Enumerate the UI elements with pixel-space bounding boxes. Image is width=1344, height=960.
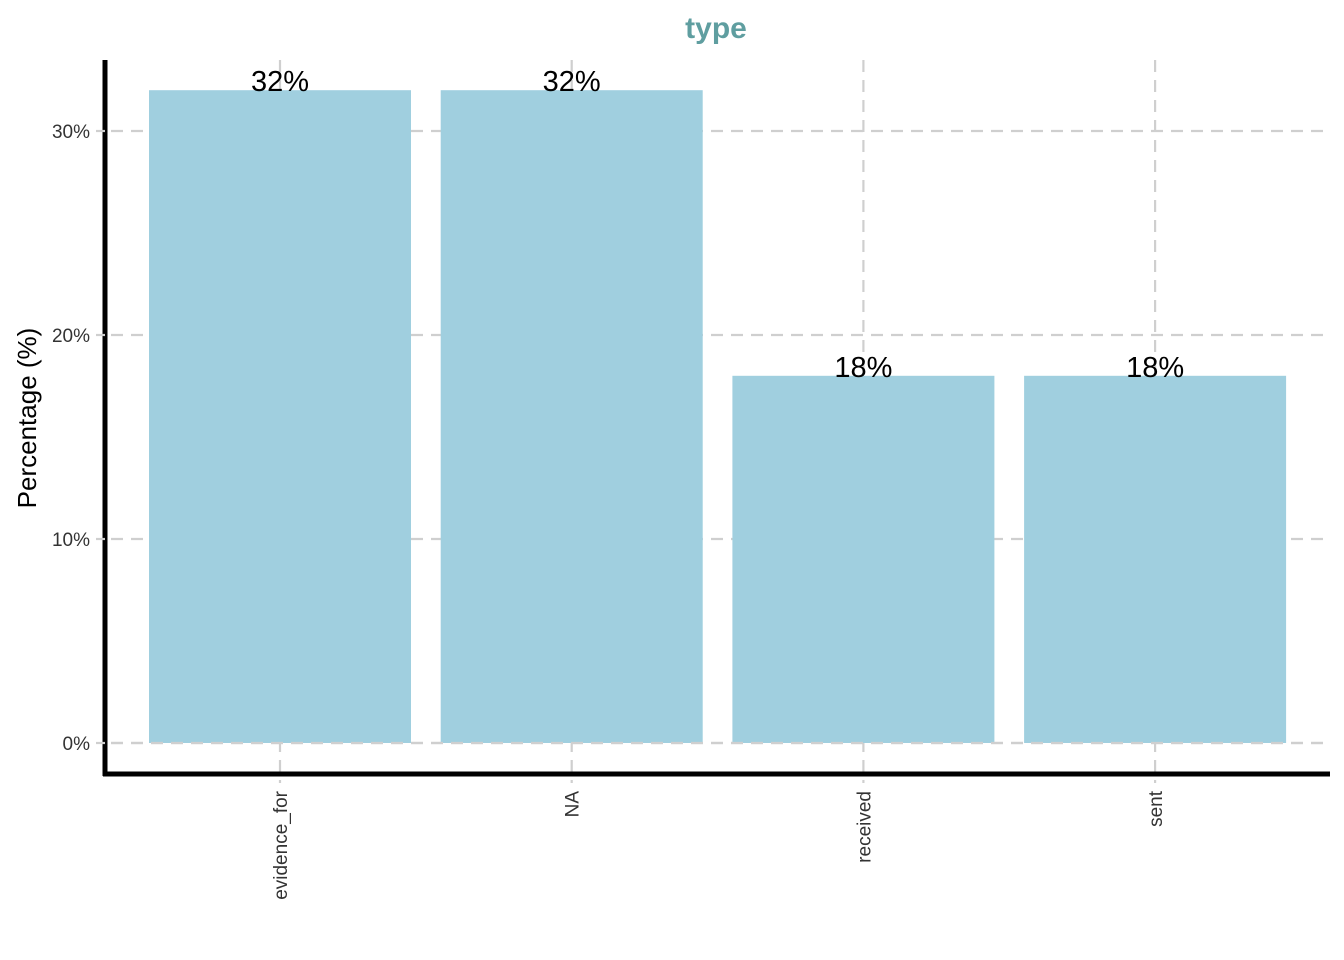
- data-label: 32%: [543, 66, 601, 98]
- bars: [111, 90, 1330, 745]
- bar-received: [732, 375, 995, 743]
- tick-labels: 0% 10% 20% 30% evidence_for NA received sent: [52, 122, 1167, 900]
- bar-na: [440, 90, 703, 743]
- bar-evidence-for: [149, 90, 411, 743]
- chart-title: type: [685, 12, 747, 45]
- axes: [102, 60, 1330, 777]
- data-labels: 32% 32% 18% 18%: [251, 66, 1184, 384]
- x-tick-label: evidence_for: [271, 790, 292, 899]
- data-label: 18%: [834, 352, 892, 384]
- data-label: 18%: [1126, 352, 1184, 384]
- y-axis-label: Percentage (%): [12, 328, 42, 509]
- x-tick-label: received: [854, 791, 875, 863]
- y-tick-label: 0%: [63, 734, 91, 755]
- y-tick-label: 10%: [52, 530, 90, 551]
- y-tick-label: 20%: [52, 326, 90, 347]
- y-tick-label: 30%: [52, 122, 90, 143]
- data-label: 32%: [251, 66, 309, 98]
- x-tick-label: sent: [1146, 790, 1167, 827]
- x-tick-label: NA: [563, 791, 584, 818]
- bar-sent: [1024, 375, 1287, 743]
